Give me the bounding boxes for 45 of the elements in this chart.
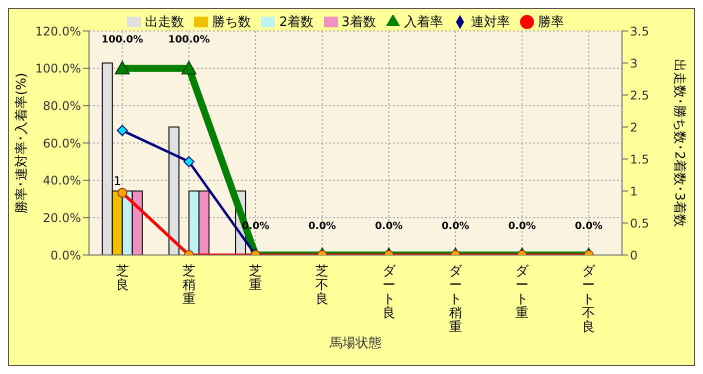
data-label: 0.0% [508,221,536,232]
data-label: 0.0% [574,221,603,232]
y2-tick-label: 2.5 [630,88,650,102]
y-tick-label: 80.0% [42,98,81,113]
point [114,60,130,74]
x-tick-label: ダート重 [516,264,530,321]
x-tick-label: ダート不良 [582,264,596,335]
y2-axis-title: 出走数･勝ち数･2着数･3着数 [671,59,688,227]
y-tick-label: 40.0% [42,174,81,188]
legend-label: 出走数 [145,15,184,30]
y-tick-label: 100.0% [35,62,81,76]
y-tick-label: 60.0% [42,136,81,150]
bar [168,126,180,255]
point [116,124,128,136]
legend-label: 入着率 [404,15,443,30]
x-tick-label: 芝重 [249,264,262,293]
x-tick-label: ダート良 [382,264,396,321]
x-axis-title: 馬場状態 [328,336,382,351]
y2-tick-label: 3 [630,56,638,70]
data-label: 100.0% [101,34,144,46]
data-label: 0.0% [442,221,470,232]
x-tick-label: 芝稍重 [182,264,196,307]
y2-tick-label: 0.5 [630,216,650,230]
y2-tick-label: 1 [630,184,638,198]
y-tick-label: 0.0% [50,248,81,262]
x-tick-label: 芝不良 [316,264,329,307]
legend-label: 連対率 [470,15,510,30]
legend-label: 勝ち数 [212,15,252,30]
y2-tick-label: 0 [630,248,638,262]
x-tick-label: ダート稍重 [448,264,463,335]
y2-tick-label: 2 [630,120,638,134]
y-axis-title: 勝率･連対率･入着率(%) [14,72,30,214]
legend-label: 3着数 [342,15,376,30]
data-label: 0.0% [374,221,403,232]
y-tick-label: 120.0% [35,24,81,38]
y2-tick-label: 1.5 [630,152,650,166]
x-tick-label: 芝良 [116,264,129,293]
data-label: 1 [114,174,122,188]
y2-tick-label: 3.5 [630,24,650,38]
data-label: 100.0% [168,34,210,46]
y-tick-label: 20.0% [42,210,81,225]
point [181,60,196,74]
data-label: 0.0% [308,221,336,232]
legend-label: 2着数 [279,15,314,30]
legend-label: 勝率 [538,15,564,30]
